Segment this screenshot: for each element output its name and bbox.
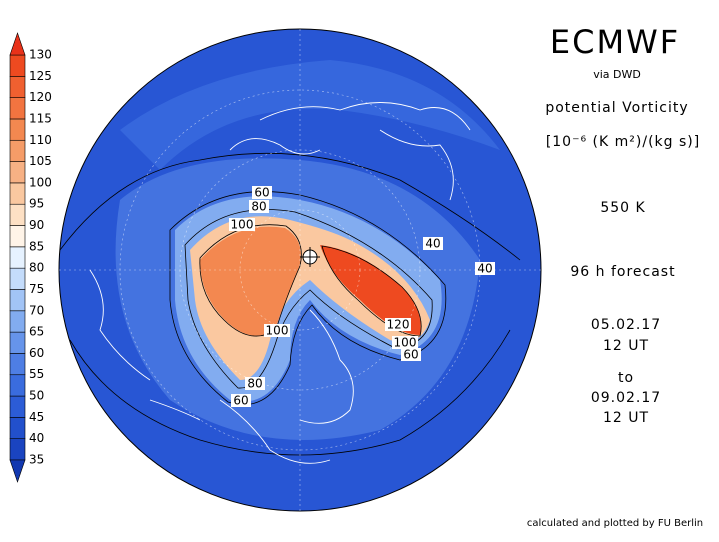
level: 550 K: [600, 200, 645, 216]
colorbar-box: [9, 310, 26, 333]
pole-marker: [300, 247, 320, 267]
colorbar-label: 90: [29, 218, 44, 232]
unit: [10⁻⁶ (K m²)/(kg s)]: [546, 134, 700, 150]
variable: potential Vorticity: [545, 100, 688, 116]
map: 60 80 100 40 40 120 100 60 100 80 60: [58, 28, 542, 512]
colorbar-box: [9, 182, 26, 205]
colorbar-box: [9, 417, 26, 439]
colorbar-box: [9, 118, 26, 141]
colorbar: 35 40 45 50 55 60 65 70 75 80 85 90 95 100 105 110 115 12…: [9, 32, 52, 483]
coastlines: [89, 102, 471, 464]
contour-label: 100: [231, 218, 254, 232]
valid-date: 09.02.17: [591, 390, 661, 406]
colorbar-label: 110: [29, 133, 52, 147]
colorbar-box: [9, 139, 26, 162]
colorbar-label: 50: [29, 389, 44, 403]
contour-label: 40: [425, 237, 440, 251]
colorbar-label: 115: [29, 111, 52, 125]
shade: [120, 60, 500, 170]
colorbar-box: [9, 76, 26, 98]
init-time: 12 UT: [603, 338, 649, 354]
colorbar-label: 100: [29, 175, 52, 189]
colorbar-box: [9, 331, 26, 354]
colorbar-label: 80: [29, 261, 44, 275]
colorbar-box: [9, 246, 26, 269]
colorbar-label: 55: [29, 367, 44, 381]
colorbar-label: 125: [29, 69, 52, 83]
colorbar-box: [9, 438, 26, 461]
forecast: 96 h forecast: [570, 264, 675, 280]
colorbar-label: 45: [29, 410, 44, 424]
colorbar-label: 130: [29, 48, 52, 62]
colorbar-box: [9, 54, 26, 77]
colorbar-label: 95: [29, 197, 44, 211]
colorbar-label: 105: [29, 154, 52, 168]
colorbar-over: [9, 32, 26, 56]
colorbar-box: [9, 225, 26, 248]
colorbar-box: [9, 97, 26, 120]
init-date: 05.02.17: [591, 317, 661, 333]
shade: [200, 226, 301, 336]
source: via DWD: [593, 68, 641, 81]
colorbar-box: [9, 203, 26, 226]
footer: calculated and plotted by FU Berlin: [527, 518, 703, 529]
title: ECMWF: [550, 23, 680, 61]
contour-label: 60: [254, 186, 269, 200]
shade: [320, 245, 421, 335]
colorbar-label: 70: [29, 303, 44, 317]
contour-label: 40: [477, 262, 492, 276]
valid-time: 12 UT: [603, 410, 649, 426]
colorbar-label: 35: [29, 453, 44, 467]
to: to: [618, 370, 634, 386]
colorbar-under: [9, 459, 26, 483]
colorbar-box: [9, 353, 26, 376]
colorbar-label: 40: [29, 431, 44, 445]
contour-label: 60: [403, 348, 418, 362]
colorbar-box: [9, 374, 26, 397]
colorbar-label: 120: [29, 90, 52, 104]
contours: [59, 152, 521, 456]
contour-label: 60: [233, 394, 248, 408]
colorbar-box: [9, 161, 26, 184]
contour-label: 120: [387, 318, 410, 332]
colorbar-box: [9, 395, 26, 418]
contour-labels: 60 80 100 40 40 120 100 60 100 80 60: [229, 186, 495, 408]
colorbar-label: 60: [29, 346, 44, 360]
contour-label: 80: [251, 200, 266, 214]
colorbar-label: 65: [29, 325, 44, 339]
contour-label: 100: [266, 324, 289, 338]
colorbar-label: 75: [29, 282, 44, 296]
colorbar-box: [9, 267, 26, 290]
contour-label: 100: [394, 336, 417, 350]
colorbar-label: 85: [29, 239, 44, 253]
colorbar-box: [9, 289, 26, 312]
contour-label: 80: [247, 377, 262, 391]
